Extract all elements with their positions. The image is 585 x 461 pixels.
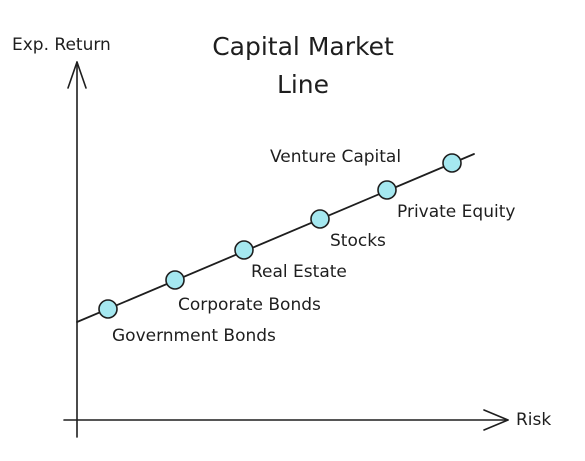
diagram-title-line-1: Capital Market [212,32,394,61]
x-axis-label: Risk [516,410,551,430]
asset-government-bonds: Government Bonds [98,299,276,346]
asset-point [234,240,254,260]
asset-label: Stocks [330,231,386,251]
asset-label: Private Equity [397,202,515,222]
y-axis-arrowhead [67,61,87,89]
y-axis: Exp. Return [12,35,111,438]
asset-label: Venture Capital [270,147,401,167]
asset-private-equity: Private Equity [377,180,515,222]
asset-label: Government Bonds [112,326,276,346]
y-axis-label: Exp. Return [12,35,111,55]
asset-point [377,180,397,200]
capital-market-line [76,153,475,323]
asset-real-estate: Real Estate [234,240,347,282]
asset-label: Real Estate [251,262,347,282]
asset-corporate-bonds: Corporate Bonds [165,270,321,315]
x-axis-arrowhead [483,409,509,431]
asset-point [310,209,330,229]
asset-stocks: Stocks [310,209,386,251]
x-axis: Risk [63,409,551,431]
diagram-title-line-2: Line [277,70,329,99]
asset-point [442,153,462,173]
asset-point [165,270,185,290]
asset-venture-capital: Venture Capital [270,147,462,173]
asset-label: Corporate Bonds [178,295,321,315]
asset-point [98,299,118,319]
